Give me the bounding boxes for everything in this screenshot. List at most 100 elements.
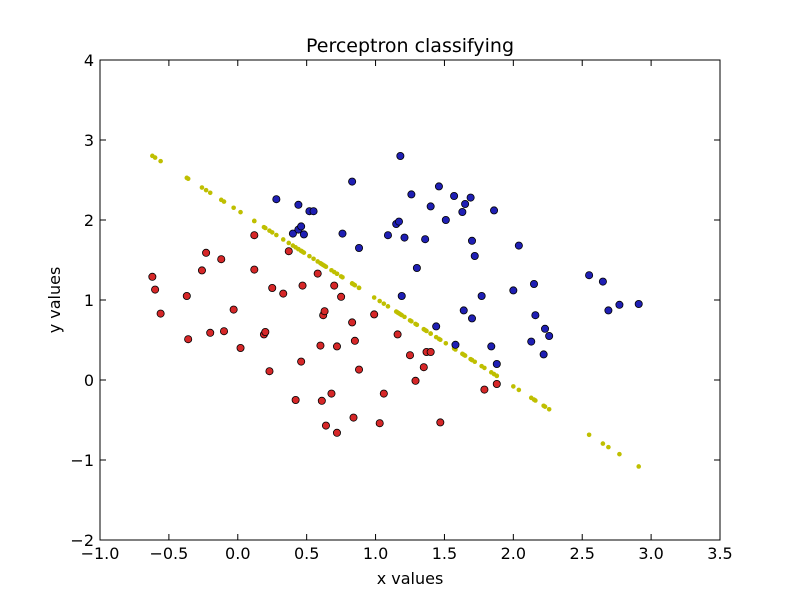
class-a-point xyxy=(480,385,489,394)
class-a-point xyxy=(156,309,165,318)
class-a-point xyxy=(206,328,215,337)
class-a-point xyxy=(350,336,359,345)
class-b-point xyxy=(397,291,406,300)
y-tick-label: 1 xyxy=(84,291,94,310)
class-b-point xyxy=(412,263,421,272)
boundary-point xyxy=(617,451,622,457)
axes-frame xyxy=(99,59,721,541)
boundary-point xyxy=(274,232,279,238)
class-a-point xyxy=(419,363,428,372)
class-a-point xyxy=(375,419,384,428)
x-tick-label: 2.5 xyxy=(569,544,594,563)
class-a-point xyxy=(261,327,270,336)
boundary-point xyxy=(352,282,358,288)
class-b-point xyxy=(492,359,501,368)
class-b-point xyxy=(531,311,540,320)
class-a-point xyxy=(151,285,160,294)
class-b-point xyxy=(545,331,554,340)
class-a-point xyxy=(337,292,346,301)
class-b-point xyxy=(634,299,643,308)
class-a-point xyxy=(284,247,293,256)
class-b-point xyxy=(338,229,347,238)
class-b-point xyxy=(509,286,518,295)
y-tick-label: 4 xyxy=(84,51,94,70)
x-tick-label: 1.0 xyxy=(363,544,388,563)
class-a-point xyxy=(279,289,288,298)
boundary-point xyxy=(185,176,191,182)
class-a-point xyxy=(265,367,274,376)
boundary-point xyxy=(207,190,213,196)
class-b-point xyxy=(434,182,443,191)
class-b-point xyxy=(348,177,357,186)
class-a-point xyxy=(355,365,364,374)
boundary-point xyxy=(462,353,468,358)
class-b-point xyxy=(466,193,475,202)
boundary-point xyxy=(586,432,592,438)
class-a-point xyxy=(379,389,388,398)
boundary-point xyxy=(516,387,522,393)
boundary-point xyxy=(606,444,611,450)
class-b-point xyxy=(539,350,548,359)
class-a-point xyxy=(436,418,445,427)
class-a-point xyxy=(313,269,322,278)
class-b-point xyxy=(604,306,613,315)
boundary-point xyxy=(356,285,362,291)
class-b-point xyxy=(450,191,459,200)
boundary-point xyxy=(428,331,433,336)
class-b-point xyxy=(541,324,550,333)
boundary-point xyxy=(472,359,478,365)
boundary-point xyxy=(385,304,391,309)
class-a-point xyxy=(393,330,402,339)
boundary-point xyxy=(409,318,414,324)
class-a-point xyxy=(317,396,326,405)
boundary-point xyxy=(443,340,449,346)
x-axis: −1.0 −0.5 0.0 0.5 1.0 1.5 2.0 2.5 3.0 3.5 xyxy=(81,60,733,563)
y-tick-label: 2 xyxy=(84,211,94,230)
class-a-point xyxy=(182,291,191,300)
class-b-point xyxy=(615,300,624,309)
class-b-point xyxy=(487,342,496,351)
x-tick-label: 0.0 xyxy=(225,544,250,563)
x-tick-label: 3.0 xyxy=(638,544,663,563)
y-tick-label: −1 xyxy=(70,451,94,470)
class-a-point xyxy=(332,342,341,351)
boundary-point xyxy=(533,398,538,403)
class-a-point xyxy=(236,343,245,352)
class-a-point xyxy=(250,231,259,240)
y-tick-label: −2 xyxy=(70,531,94,550)
class-b-point xyxy=(309,207,318,216)
boundary-point xyxy=(199,185,205,190)
class-b-point xyxy=(421,235,430,244)
class-b-point xyxy=(458,207,467,216)
boundary-point xyxy=(546,406,552,412)
boundary-point xyxy=(269,230,275,235)
class-b-point xyxy=(451,340,460,349)
class-a-point xyxy=(217,255,226,264)
class-b-point xyxy=(585,271,594,280)
y-tick-label: 3 xyxy=(84,131,94,150)
class-b-point xyxy=(288,229,297,238)
boundary-point xyxy=(511,384,516,389)
boundary-point xyxy=(311,256,316,262)
class-b-point xyxy=(394,217,403,226)
class-a-point xyxy=(327,389,336,398)
boundary-point xyxy=(340,274,345,280)
x-axis-label: x values xyxy=(377,569,444,588)
boundary-point xyxy=(307,253,312,259)
boundary-point xyxy=(381,301,387,306)
class-b-point xyxy=(407,190,416,199)
class-a-point xyxy=(219,327,228,336)
x-tick-label: 1.5 xyxy=(432,544,457,563)
class-b-point xyxy=(490,206,499,215)
class-a-point xyxy=(197,266,206,275)
boundary-point xyxy=(286,240,292,246)
boundary-point xyxy=(414,322,420,328)
class-b-point xyxy=(470,251,479,260)
class-a-point xyxy=(291,395,300,404)
boundary-point xyxy=(231,205,236,211)
boundary-point xyxy=(263,225,268,231)
class-a-point xyxy=(411,376,420,385)
class-b-point xyxy=(514,241,523,250)
boundary-point xyxy=(158,158,163,164)
x-tick-label: −0.5 xyxy=(149,544,188,563)
